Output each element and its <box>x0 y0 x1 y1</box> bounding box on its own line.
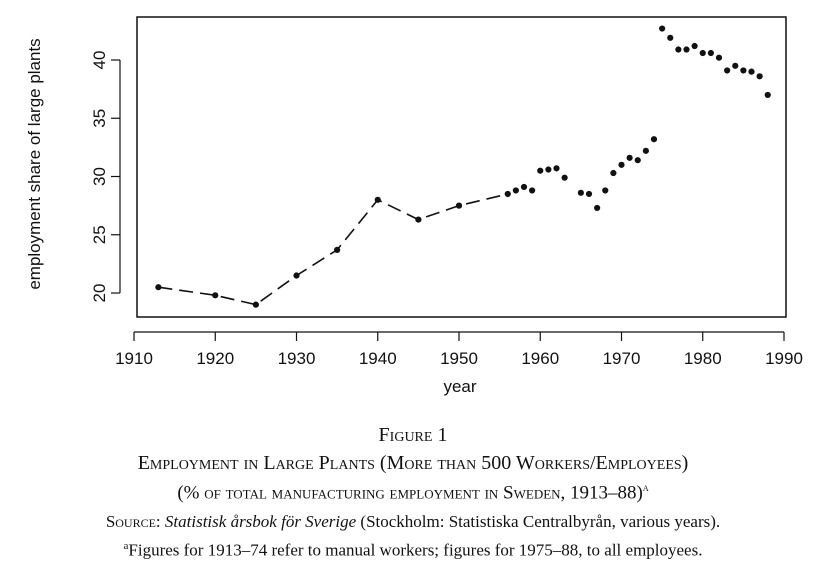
y-tick-label-25: 25 <box>90 225 109 244</box>
y-axis: 20 25 30 35 40 <box>90 51 121 303</box>
figure-source: Source: Statistisk årsbok för Sverige (S… <box>0 512 826 532</box>
y-tick-label-35: 35 <box>90 109 109 128</box>
data-point-1982 <box>715 54 723 61</box>
x-axis: 1910 1920 1930 1940 1950 1960 1970 1980 1990 <box>115 331 803 368</box>
series-1-line <box>158 193 508 306</box>
x-tick-label-1940: 1940 <box>359 349 397 368</box>
figure-note: aFigures for 1913–74 refer to manual wor… <box>0 540 826 561</box>
x-tick-label-1980: 1980 <box>684 349 722 368</box>
y-tick-label-40: 40 <box>90 51 109 70</box>
data-point-1966 <box>585 190 593 198</box>
x-tick-label-1970: 1970 <box>603 349 641 368</box>
data-point-1958 <box>520 183 528 191</box>
data-point-1979 <box>691 42 698 50</box>
data-point-1987 <box>756 73 763 80</box>
data-point-1981 <box>707 49 714 57</box>
data-point-1965 <box>577 189 584 196</box>
series-layer <box>155 25 771 308</box>
data-point-1970 <box>618 161 625 168</box>
source-title: Statistisk årsbok för Sverige <box>164 512 357 531</box>
plot-frame <box>136 16 787 318</box>
data-point-1977 <box>675 46 682 53</box>
data-point-1930 <box>293 272 300 279</box>
chart: 1910 1920 1930 1940 1950 1960 1970 1980 1990 202… <box>25 16 803 396</box>
data-point-1983 <box>724 67 731 74</box>
x-tick-label-1960: 1960 <box>521 349 559 368</box>
data-point-1956 <box>504 190 511 198</box>
x-tick-label-1930: 1930 <box>278 349 316 368</box>
x-tick-label-1920: 1920 <box>196 349 234 368</box>
data-point-1920 <box>212 292 219 299</box>
data-point-1974 <box>650 136 658 143</box>
data-point-1973 <box>642 147 649 154</box>
data-point-1988 <box>764 91 771 99</box>
data-point-1984 <box>732 62 739 69</box>
data-point-1959 <box>529 187 536 194</box>
source-label: Source: <box>105 512 161 531</box>
figure-subtitle: (% of total manufacturing employment in … <box>0 482 826 504</box>
data-point-1980 <box>699 49 706 57</box>
data-point-1976 <box>667 34 674 41</box>
figure-number: Figure 1 <box>378 424 448 446</box>
y-tick-label-30: 30 <box>90 167 109 186</box>
data-point-1972 <box>634 157 641 164</box>
data-point-1961 <box>545 166 552 173</box>
figure-title: Employment in Large Plants (More than 50… <box>137 452 689 474</box>
data-point-1935 <box>334 246 341 253</box>
data-point-1975 <box>659 25 666 32</box>
x-tick-label-1950: 1950 <box>440 349 478 368</box>
data-point-1960 <box>537 167 544 174</box>
data-point-1950 <box>455 202 463 209</box>
data-point-1963 <box>561 174 568 181</box>
data-point-1967 <box>594 204 601 212</box>
data-point-1968 <box>602 187 609 194</box>
subtitle-text: (% of total manufacturing employment in … <box>177 482 643 504</box>
data-point-1940 <box>374 196 381 203</box>
data-point-1913 <box>155 284 162 291</box>
data-point-1962 <box>553 165 560 172</box>
y-tick-label-20: 20 <box>90 284 109 303</box>
x-axis-label: year <box>443 377 476 396</box>
source-details: (Stockholm: Statistiska Centralbyrån, va… <box>356 512 721 531</box>
data-point-1957 <box>512 187 519 194</box>
x-tick-label-1910: 1910 <box>115 349 153 368</box>
subtitle-footnote-marker: a <box>642 482 649 494</box>
data-point-1985 <box>740 67 747 74</box>
data-point-1971 <box>626 154 633 161</box>
x-tick-label-1990: 1990 <box>765 349 803 368</box>
data-point-1969 <box>610 169 617 177</box>
data-point-1925 <box>252 301 259 308</box>
data-point-1986 <box>748 68 755 75</box>
data-point-1945 <box>415 216 422 223</box>
data-point-1978 <box>683 46 690 53</box>
y-axis-label: employment share of large plants <box>25 38 44 289</box>
note-text: Figures for 1913–74 refer to manual work… <box>128 540 703 560</box>
note-footnote-marker: a <box>123 540 129 552</box>
